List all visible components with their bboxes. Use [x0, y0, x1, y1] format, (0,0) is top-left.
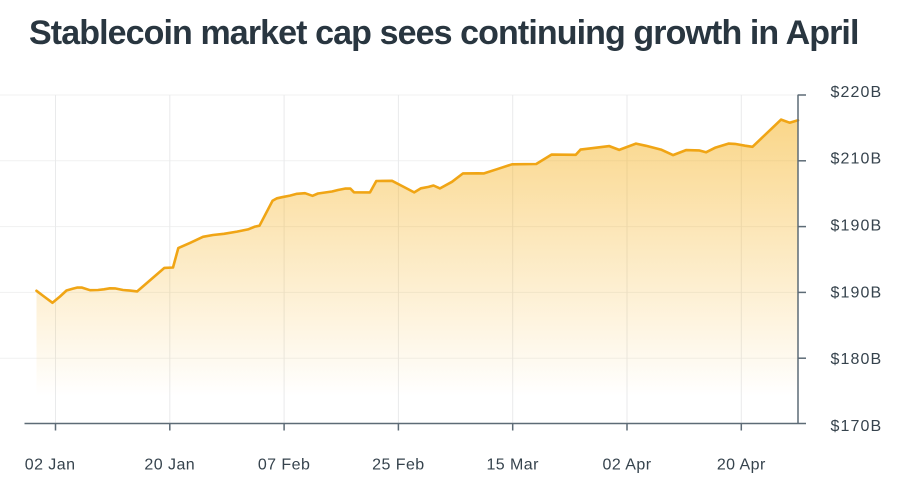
svg-text:02 Jan: 02 Jan: [25, 457, 76, 474]
svg-text:$210B: $210B: [831, 151, 883, 168]
svg-text:$190B: $190B: [831, 218, 883, 235]
svg-text:02 Apr: 02 Apr: [603, 457, 652, 474]
svg-text:$170B: $170B: [831, 418, 883, 435]
svg-text:20 Apr: 20 Apr: [717, 457, 766, 474]
svg-text:15 Mar: 15 Mar: [486, 457, 539, 474]
svg-text:$220B: $220B: [831, 84, 883, 101]
svg-text:$190B: $190B: [831, 284, 883, 301]
svg-text:25 Feb: 25 Feb: [372, 457, 425, 474]
svg-text:07 Feb: 07 Feb: [258, 457, 311, 474]
svg-text:20 Jan: 20 Jan: [144, 457, 195, 474]
svg-text:$180B: $180B: [831, 351, 883, 368]
